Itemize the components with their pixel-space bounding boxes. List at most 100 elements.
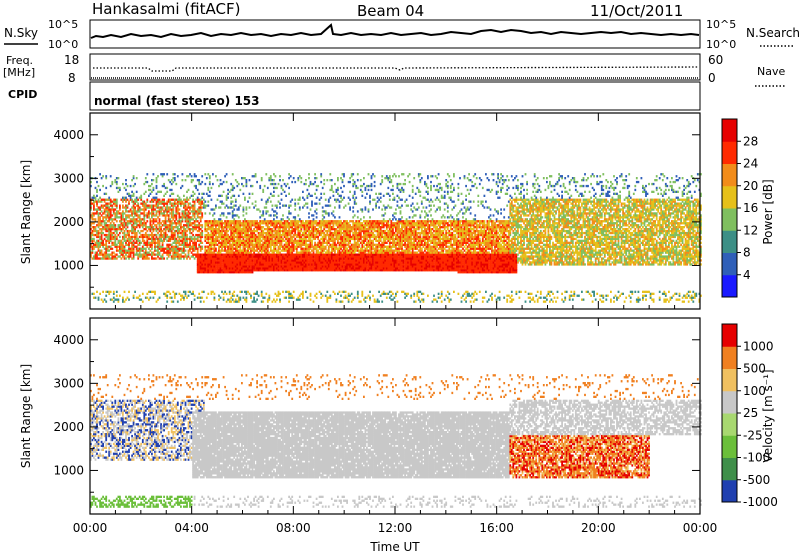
power-cell	[309, 241, 312, 244]
power-cell	[219, 179, 222, 182]
power-cell	[135, 249, 138, 252]
power-cell	[308, 173, 310, 176]
power-cell	[242, 263, 245, 266]
power-cell	[224, 231, 226, 235]
power-cell	[115, 257, 118, 260]
power-cell	[327, 233, 330, 237]
power-cell	[143, 218, 146, 221]
power-cell	[241, 269, 243, 272]
power-cell	[198, 226, 201, 229]
power-cell	[332, 267, 335, 270]
power-cell	[105, 290, 108, 293]
power-cell	[298, 241, 301, 244]
power-cell	[114, 243, 117, 246]
power-cell	[180, 200, 182, 203]
power-cell	[323, 247, 326, 250]
power-cell	[291, 247, 294, 250]
power-cell	[245, 243, 248, 246]
power-cell	[109, 208, 112, 211]
power-cell	[222, 255, 225, 258]
power-cell	[175, 241, 178, 244]
power-cell	[152, 257, 155, 260]
power-cell	[257, 235, 260, 239]
power-cell	[205, 271, 208, 274]
power-cell	[295, 226, 298, 229]
power-cell	[201, 212, 204, 215]
power-cell	[105, 198, 108, 201]
power-cell	[201, 214, 204, 217]
nave-tick-bottom: 0	[708, 71, 716, 85]
power-cell	[141, 229, 144, 233]
power-cell	[195, 253, 197, 256]
power-cell	[140, 202, 143, 205]
power-cell	[337, 179, 339, 182]
power-cell	[303, 243, 306, 246]
power-cell	[324, 265, 327, 268]
power-cell	[356, 216, 359, 219]
power-cell	[311, 253, 313, 256]
power-cell	[157, 228, 159, 231]
power-cell	[170, 245, 173, 248]
power-cell	[315, 251, 318, 254]
power-cell	[248, 196, 251, 199]
power-cell	[106, 229, 109, 233]
power-cell	[219, 249, 222, 252]
power-cell	[175, 247, 178, 250]
power-cell	[91, 241, 94, 244]
power-cell	[254, 204, 257, 207]
power-cell	[327, 226, 330, 229]
power-cell	[93, 228, 95, 231]
power-cell	[183, 241, 185, 244]
power-cell	[143, 204, 146, 207]
power-cell	[349, 294, 351, 297]
power-cell	[186, 255, 188, 258]
power-cell	[353, 263, 356, 266]
power-cell	[196, 214, 199, 217]
power-cell	[193, 210, 196, 213]
power-cell	[300, 249, 303, 252]
power-cell	[91, 214, 94, 217]
power-cell	[315, 257, 318, 260]
power-cell	[286, 253, 289, 256]
power-cell	[129, 251, 132, 254]
power-cell	[144, 222, 147, 225]
power-cell	[260, 231, 263, 235]
power-cell	[344, 229, 347, 233]
power-cell	[234, 239, 237, 242]
power-cell	[256, 222, 258, 225]
power-cell	[320, 220, 323, 223]
power-cell	[180, 239, 182, 242]
power-cell	[347, 229, 350, 233]
power-cell	[337, 188, 339, 192]
power-cell	[241, 228, 243, 231]
power-cell	[241, 177, 243, 180]
power-cell	[359, 233, 362, 237]
power-cell	[247, 229, 249, 233]
power-cell	[196, 249, 199, 252]
power-cell	[277, 200, 280, 203]
power-cell	[170, 214, 173, 217]
power-cell	[120, 245, 123, 248]
power-cell	[161, 255, 164, 258]
power-cell	[154, 241, 156, 244]
power-cell	[288, 173, 290, 176]
power-cell	[271, 204, 274, 207]
power-cell	[131, 251, 133, 254]
power-cell	[276, 255, 278, 258]
power-cell	[334, 198, 336, 201]
power-cell	[356, 247, 359, 250]
power-cell	[184, 290, 187, 293]
power-cell	[208, 255, 211, 258]
power-cell	[279, 298, 281, 301]
power-cell	[253, 220, 255, 223]
power-cell	[176, 194, 179, 197]
power-cell	[288, 245, 290, 248]
power-cell	[193, 220, 196, 223]
power-cell	[291, 294, 294, 297]
power-cell	[268, 229, 271, 233]
power-cell	[190, 228, 193, 231]
power-cell	[237, 300, 240, 303]
power-cell	[233, 261, 236, 264]
power-cell	[221, 259, 223, 262]
power-cell	[350, 292, 353, 295]
